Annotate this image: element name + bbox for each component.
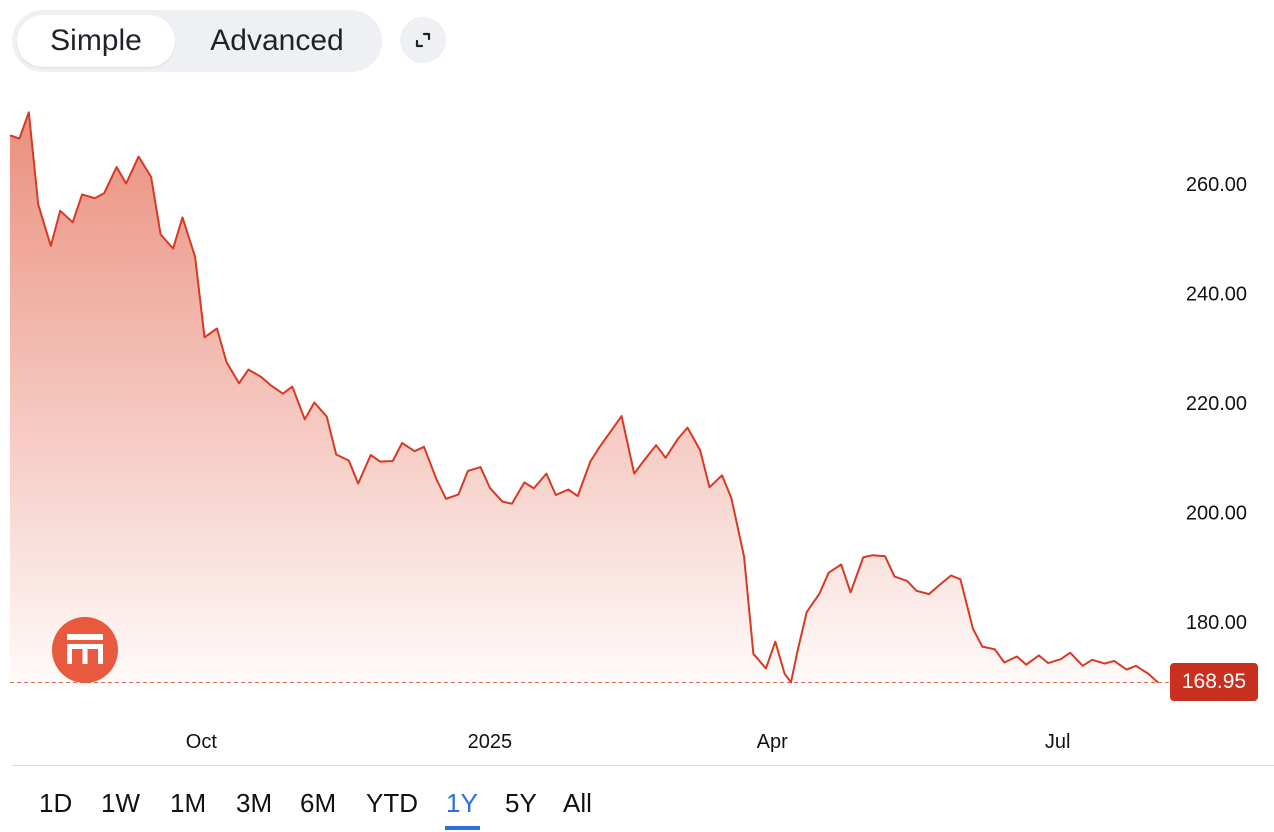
y-tick-label: 220.00 [1186, 393, 1247, 415]
expand-chart-button[interactable] [400, 17, 446, 63]
y-tick-label: 200.00 [1186, 503, 1247, 525]
x-tick-label: Jul [1045, 731, 1071, 753]
range-5y[interactable]: 5Y [505, 788, 537, 818]
price-line [9, 111, 1159, 684]
x-tick-label: Oct [186, 731, 218, 753]
range-all[interactable]: All [563, 788, 592, 818]
y-tick-label: 260.00 [1186, 174, 1247, 196]
range-1y[interactable]: 1Y [446, 788, 478, 818]
bank-building-icon [67, 634, 103, 664]
range-1w[interactable]: 1W [101, 788, 140, 818]
y-axis: 180.00 200.00 220.00 240.00 260.00 [1186, 174, 1247, 634]
x-axis: Oct 2025 Apr Jul [186, 731, 1071, 753]
y-tick-label: 240.00 [1186, 284, 1247, 306]
price-area [10, 112, 1158, 683]
x-tick-label: 2025 [468, 731, 513, 753]
range-3m[interactable]: 3M [236, 788, 273, 818]
range-1m[interactable]: 1M [170, 788, 207, 818]
advanced-mode-button[interactable]: Advanced [210, 24, 344, 57]
range-1d[interactable]: 1D [39, 788, 73, 818]
price-chart: 180.00 200.00 220.00 240.00 260.00 Oct 2025 Ap… [9, 111, 1247, 753]
expand-icon [415, 32, 431, 48]
chart-mode-toggle: Simple Advanced [12, 10, 382, 72]
bank-logo [52, 617, 118, 683]
current-price-badge: 168.95 [1170, 663, 1258, 701]
range-6m[interactable]: 6M [300, 788, 337, 818]
active-range-underline [445, 826, 480, 830]
range-ytd[interactable]: YTD [366, 788, 418, 818]
x-tick-label: Apr [757, 731, 788, 753]
y-tick-label: 180.00 [1186, 612, 1247, 634]
divider [12, 765, 1274, 766]
simple-mode-button[interactable]: Simple [17, 15, 175, 67]
